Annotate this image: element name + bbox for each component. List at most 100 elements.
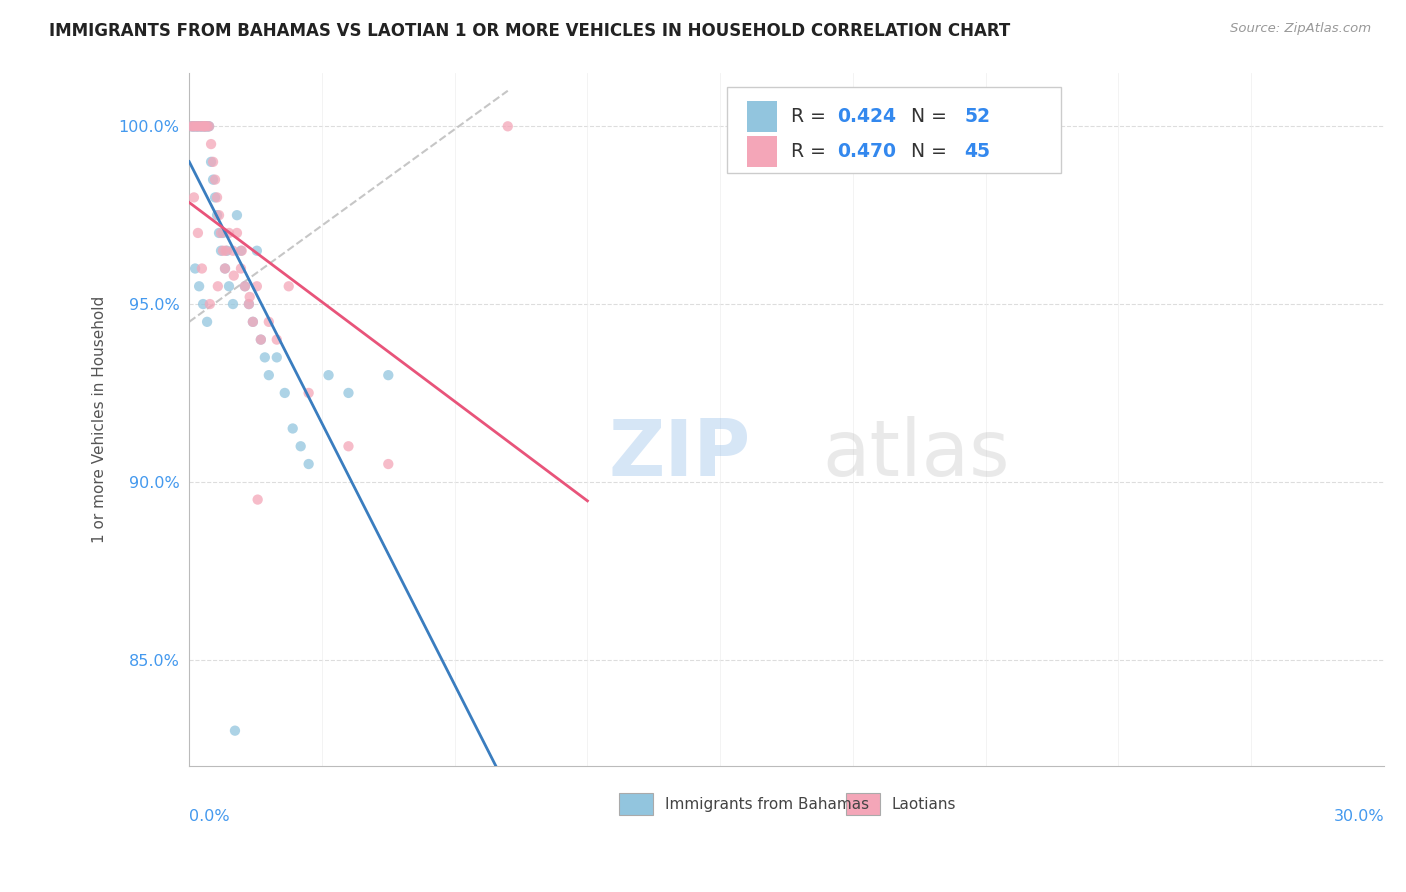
Text: 52: 52 <box>965 107 991 126</box>
Point <box>222 244 245 258</box>
Point <box>194 120 217 134</box>
Text: 30.0%: 30.0% <box>1333 809 1384 824</box>
Point <box>198 120 221 134</box>
Point <box>198 120 221 134</box>
Text: IMMIGRANTS FROM BAHAMAS VS LAOTIAN 1 OR MORE VEHICLES IN HOUSEHOLD CORRELATION C: IMMIGRANTS FROM BAHAMAS VS LAOTIAN 1 OR … <box>49 22 1011 40</box>
Point <box>214 261 236 276</box>
Point <box>191 297 214 311</box>
Point <box>183 190 205 204</box>
Point <box>191 120 214 134</box>
Point <box>180 120 202 134</box>
Point <box>226 208 249 222</box>
Point <box>215 244 238 258</box>
Point <box>190 120 212 134</box>
Point <box>202 172 225 186</box>
Point <box>200 154 222 169</box>
Point <box>188 120 211 134</box>
Text: Laotians: Laotians <box>891 797 956 812</box>
Point <box>212 226 235 240</box>
Point <box>298 457 321 471</box>
Point <box>205 190 228 204</box>
Point <box>246 244 269 258</box>
Point <box>222 268 245 283</box>
Point <box>318 368 340 383</box>
Point <box>215 244 238 258</box>
Point <box>212 244 235 258</box>
Point <box>253 351 276 365</box>
Point <box>337 439 360 453</box>
Text: N =: N = <box>893 107 953 126</box>
Point <box>195 120 218 134</box>
Text: Immigrants from Bahamas: Immigrants from Bahamas <box>665 797 869 812</box>
Point <box>204 172 226 186</box>
Point <box>277 279 299 293</box>
FancyBboxPatch shape <box>727 87 1062 174</box>
Text: 0.0%: 0.0% <box>190 809 229 824</box>
Point <box>184 261 207 276</box>
Point <box>186 120 208 134</box>
Point <box>209 226 232 240</box>
Text: R =: R = <box>792 142 832 161</box>
Point <box>250 333 273 347</box>
Point <box>190 120 212 134</box>
Point <box>246 492 269 507</box>
Point <box>266 333 288 347</box>
Point <box>218 279 240 293</box>
Text: 0.470: 0.470 <box>837 142 896 161</box>
Text: 0.424: 0.424 <box>837 107 896 126</box>
Point <box>233 279 256 293</box>
Point <box>233 279 256 293</box>
Point <box>197 120 219 134</box>
Point <box>191 261 214 276</box>
Point <box>222 297 245 311</box>
Point <box>337 386 360 401</box>
Bar <box>747 101 778 132</box>
Point <box>257 368 280 383</box>
Point <box>209 244 232 258</box>
Point <box>208 226 231 240</box>
Point <box>180 120 202 134</box>
Point <box>191 120 214 134</box>
Point <box>194 120 217 134</box>
Point <box>198 297 221 311</box>
Point <box>187 120 209 134</box>
Point <box>281 421 304 435</box>
Point <box>204 190 226 204</box>
Point <box>195 315 218 329</box>
Point <box>200 137 222 152</box>
Point <box>181 120 204 134</box>
Point <box>274 386 297 401</box>
Text: N =: N = <box>893 142 953 161</box>
Point <box>187 226 209 240</box>
Point <box>183 120 205 134</box>
Point <box>214 261 236 276</box>
Point <box>242 315 264 329</box>
Point <box>205 208 228 222</box>
Point <box>186 120 208 134</box>
Point <box>188 120 211 134</box>
Bar <box>619 793 652 815</box>
Text: 45: 45 <box>965 142 991 161</box>
Point <box>250 333 273 347</box>
Bar <box>846 793 880 815</box>
Point <box>298 386 321 401</box>
Bar <box>747 136 778 167</box>
Point <box>231 244 253 258</box>
Text: atlas: atlas <box>823 417 1010 492</box>
Point <box>195 120 218 134</box>
Text: R =: R = <box>792 107 832 126</box>
Text: Source: ZipAtlas.com: Source: ZipAtlas.com <box>1230 22 1371 36</box>
Point <box>246 279 269 293</box>
Point <box>226 226 249 240</box>
Point <box>184 120 207 134</box>
Y-axis label: 1 or more Vehicles in Household: 1 or more Vehicles in Household <box>93 296 107 543</box>
Point <box>224 723 246 738</box>
Point <box>186 120 208 134</box>
Point <box>218 226 240 240</box>
Point <box>202 154 225 169</box>
Point <box>238 297 260 311</box>
Point <box>194 120 217 134</box>
Point <box>181 120 204 134</box>
Text: ZIP: ZIP <box>609 417 751 492</box>
Point <box>181 120 204 134</box>
